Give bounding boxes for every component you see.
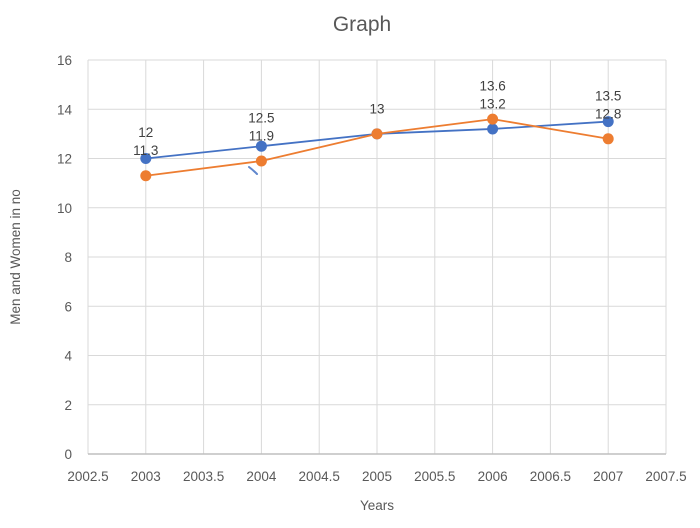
y-tick-label: 14 [57, 102, 73, 117]
stray-mark [248, 166, 258, 175]
x-tick-label: 2005 [362, 469, 392, 484]
y-axis-tick-labels: 0 2 4 6 8 10 12 14 16 [57, 53, 73, 462]
series-plot [140, 113, 614, 182]
y-tick-label: 10 [57, 201, 72, 216]
x-tick-label: 2003 [131, 469, 161, 484]
data-point-marker [371, 128, 383, 140]
y-tick-label: 2 [64, 398, 72, 413]
x-axis-tick-labels: 2002.5 2003 2003.5 2004 2004.5 2005 2005.5 2006… [67, 469, 686, 484]
x-axis-title: Years [360, 498, 394, 513]
x-tick-label: 2003.5 [183, 469, 224, 484]
data-point-label: 13.5 [595, 88, 621, 103]
data-point-marker [140, 153, 152, 164]
chart-title: Graph [333, 13, 391, 36]
y-tick-label: 12 [57, 152, 72, 167]
data-point-label: 12 [138, 125, 153, 140]
x-tick-label: 2004 [246, 469, 277, 484]
y-tick-label: 8 [64, 250, 72, 265]
data-point-label: 13.6 [479, 78, 505, 93]
x-tick-label: 2005.5 [414, 469, 455, 484]
y-tick-label: 6 [64, 299, 72, 314]
x-tick-label: 2007.5 [645, 469, 686, 484]
x-tick-label: 2006 [478, 469, 508, 484]
data-point-marker [602, 133, 614, 145]
data-point-label: 12.8 [595, 106, 621, 121]
series-2-orange [140, 113, 614, 182]
y-axis-title: Men and Women in no [8, 189, 23, 325]
x-tick-label: 2007 [593, 469, 623, 484]
data-point-marker [487, 113, 499, 125]
gridlines [87, 59, 667, 454]
data-labels: 12 11.3 12.5 11.9 13 13.6 13.2 13.5 12.8 [133, 78, 621, 158]
data-point-label: 11.3 [133, 143, 158, 158]
x-tick-label: 2002.5 [67, 469, 108, 484]
y-tick-label: 16 [57, 53, 72, 68]
data-point-marker [255, 140, 267, 152]
y-tick-label: 4 [64, 349, 72, 364]
x-tick-label: 2004.5 [299, 469, 340, 484]
data-point-marker [255, 155, 267, 167]
data-point-marker [487, 123, 499, 135]
data-point-label: 12.5 [248, 110, 274, 125]
y-tick-label: 0 [64, 447, 72, 462]
x-tick-label: 2006.5 [530, 469, 571, 484]
data-point-marker [602, 116, 614, 128]
data-point-marker [140, 170, 152, 182]
data-point-label: 13 [369, 101, 384, 116]
data-point-label: 11.9 [249, 128, 274, 143]
data-point-label: 13.2 [479, 96, 505, 111]
